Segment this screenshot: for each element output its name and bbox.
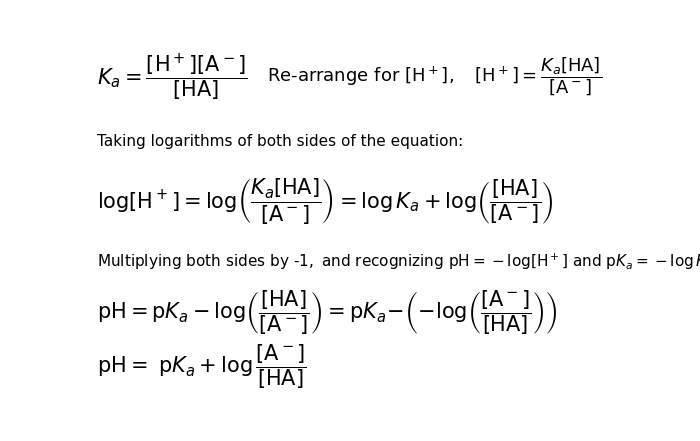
Text: Taking logarithms of both sides of the equation:: Taking logarithms of both sides of the e…: [97, 134, 463, 149]
Text: $\mathrm{Multiplying\ both\ sides\ by\ \text{-}1,\ and\ recognizing\ pH} = -\log: $\mathrm{Multiplying\ both\ sides\ by\ \…: [97, 252, 700, 272]
Text: $\mathrm{pH} = \ \mathrm{p}K_a + \log\dfrac{\mathrm{[A^-]}}{\mathrm{[HA]}}$: $\mathrm{pH} = \ \mathrm{p}K_a + \log\df…: [97, 343, 307, 391]
Text: $\mathrm{pH} = \mathrm{p}K_a - \log\!\left(\dfrac{\mathrm{[HA]}}{\mathrm{[A^-]}}: $\mathrm{pH} = \mathrm{p}K_a - \log\!\le…: [97, 288, 557, 337]
Text: $K_a = \dfrac{\mathrm{[H^+][A^-]}}{\mathrm{[HA]}}$: $K_a = \dfrac{\mathrm{[H^+][A^-]}}{\math…: [97, 51, 248, 103]
Text: $\mathrm{Re\text{-}arrange\ for\ [H^+],\quad [H^+] = \dfrac{\mathit{K}_{\mathit{: $\mathrm{Re\text{-}arrange\ for\ [H^+],\…: [267, 56, 601, 98]
Text: $\mathrm{log[H^+]} = \log\!\left(\dfrac{K_a\mathrm{[HA]}}{\mathrm{[A^-]}}\right): $\mathrm{log[H^+]} = \log\!\left(\dfrac{…: [97, 176, 554, 226]
